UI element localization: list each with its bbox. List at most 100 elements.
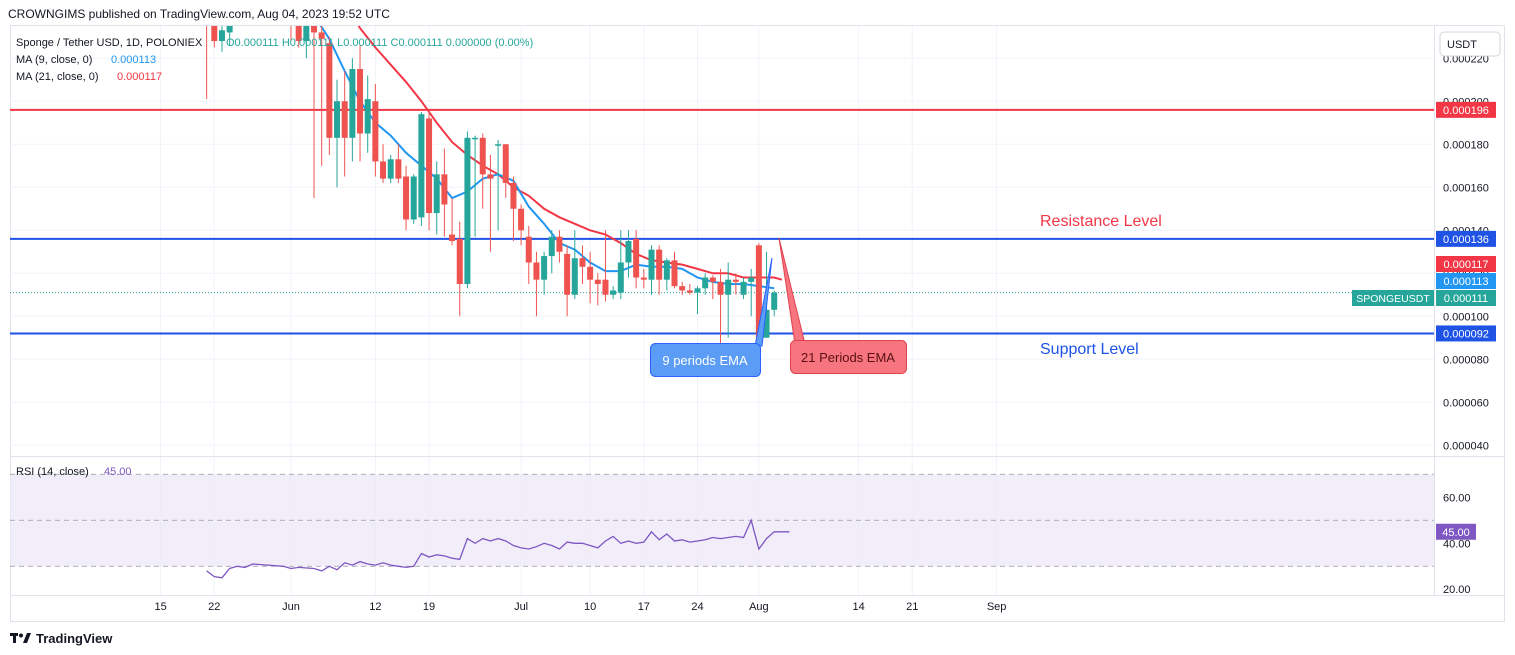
candle-body xyxy=(326,43,333,138)
legend-ma21-label[interactable]: MA (21, close, 0) xyxy=(16,71,99,83)
candle xyxy=(456,221,463,317)
candle xyxy=(740,277,747,300)
candle xyxy=(226,26,233,46)
rsi-legend-value: 45.00 xyxy=(104,466,132,478)
candle-body xyxy=(602,279,609,295)
ema9-callout-text: 9 periods EMA xyxy=(662,353,748,368)
level-badge-text: 0.000196 xyxy=(1443,105,1489,117)
candle-body xyxy=(464,137,471,284)
candle xyxy=(594,273,601,306)
annotations: Resistance Level Support Level 9 periods… xyxy=(650,213,1162,377)
time-tick-label: 12 xyxy=(369,601,381,613)
candle xyxy=(587,251,594,304)
candle-body xyxy=(740,281,747,295)
candle-body xyxy=(671,260,678,287)
level-badge-text: 0.000136 xyxy=(1443,234,1489,246)
candle xyxy=(410,174,417,224)
candle xyxy=(464,131,471,289)
candle xyxy=(679,281,686,295)
ema21-callout-text: 21 Periods EMA xyxy=(801,350,895,365)
price-chart[interactable]: 0.0000400.0000600.0000800.0001000.000120… xyxy=(0,0,1515,625)
candle-body xyxy=(502,144,509,183)
resistance-level-label: Resistance Level xyxy=(1040,213,1162,230)
currency-selector[interactable]: USDT xyxy=(1439,31,1501,57)
candle-body xyxy=(594,279,601,284)
tradingview-footer[interactable]: TradingView xyxy=(10,628,112,648)
rsi-axis[interactable]: 20.00 40.00 60.00 xyxy=(1443,492,1471,596)
candle-body xyxy=(426,118,433,214)
price-badges: 0.000196 0.000136 0.000092 0.000117 0.000113… xyxy=(1352,101,1496,540)
candle xyxy=(387,155,394,183)
candle xyxy=(633,230,640,289)
time-tick-label: 19 xyxy=(423,601,435,613)
candle-body xyxy=(717,281,724,295)
ema21-callout: 21 Periods EMA xyxy=(778,237,907,374)
legend-ma21-value: 0.000117 xyxy=(117,71,162,83)
candle-body xyxy=(564,253,571,295)
candle-body xyxy=(479,137,486,175)
candle xyxy=(326,36,333,155)
candle-body xyxy=(510,182,517,209)
candle xyxy=(694,286,701,315)
candle xyxy=(318,26,325,166)
ma-badge-text: 0.000117 xyxy=(1443,259,1488,271)
moving-average-lines xyxy=(314,0,783,290)
candle xyxy=(656,245,663,295)
candle-body xyxy=(648,249,655,280)
publisher-line: CROWNGIMS published on TradingView.com, … xyxy=(8,7,390,21)
candle-body xyxy=(334,101,341,138)
price-tick-label: 0.000160 xyxy=(1443,182,1489,194)
time-axis[interactable]: 15 22 Jun 12 19 Jul 10 17 24 Aug 14 21 Sep xyxy=(154,601,1006,613)
candle xyxy=(449,198,456,246)
candle xyxy=(617,230,624,300)
rsi-band-layer xyxy=(10,473,1434,567)
candle xyxy=(610,286,617,300)
price-tick-label: 0.000100 xyxy=(1443,311,1489,323)
candle xyxy=(290,26,292,42)
candle-body xyxy=(349,69,356,138)
candle-body xyxy=(763,309,770,338)
candle-body xyxy=(663,260,670,280)
candle-body xyxy=(571,258,578,295)
candle xyxy=(671,251,678,289)
candle-body xyxy=(418,114,425,218)
candle xyxy=(403,165,410,231)
candle-body xyxy=(311,26,318,33)
time-tick-label: 24 xyxy=(691,601,703,613)
candle xyxy=(211,26,218,48)
candle-body xyxy=(211,26,218,42)
time-tick-label: 22 xyxy=(208,601,220,613)
level-badge-box xyxy=(1436,325,1496,342)
candle-body xyxy=(204,2,210,15)
candle-body xyxy=(387,159,394,179)
price-tick-label: 0.000080 xyxy=(1443,354,1489,366)
candle xyxy=(648,245,655,295)
ma21-line[interactable] xyxy=(322,0,783,281)
candle xyxy=(510,176,517,241)
rsi-tick-label: 60.00 xyxy=(1443,492,1471,504)
level-badge-box xyxy=(1436,101,1496,118)
rsi-tick-label: 40.00 xyxy=(1443,538,1471,550)
time-tick-label: 15 xyxy=(154,601,166,613)
rsi-line[interactable] xyxy=(206,518,790,579)
candle xyxy=(525,225,532,284)
candle-body xyxy=(617,262,624,293)
candle-body xyxy=(686,290,693,293)
candle xyxy=(479,133,486,209)
legend-symbol[interactable]: Sponge / Tether USD, 1D, POLONIEX xyxy=(16,37,203,49)
candle xyxy=(771,290,778,317)
level-badge-text: 0.000092 xyxy=(1443,328,1489,340)
time-tick-label: Sep xyxy=(987,601,1007,613)
rsi-legend-label[interactable]: RSI (14, close) xyxy=(16,466,89,478)
candle-body xyxy=(556,236,563,252)
ma9-line[interactable] xyxy=(314,15,775,290)
candle-body xyxy=(579,258,586,267)
legend-ma9-label[interactable]: MA (9, close, 0) xyxy=(16,54,92,66)
candle xyxy=(717,268,724,349)
candle-body xyxy=(395,159,402,179)
candle xyxy=(357,45,364,162)
candle-body xyxy=(732,279,739,282)
candle xyxy=(334,79,341,188)
candle xyxy=(341,71,348,177)
candle-body xyxy=(694,288,701,293)
